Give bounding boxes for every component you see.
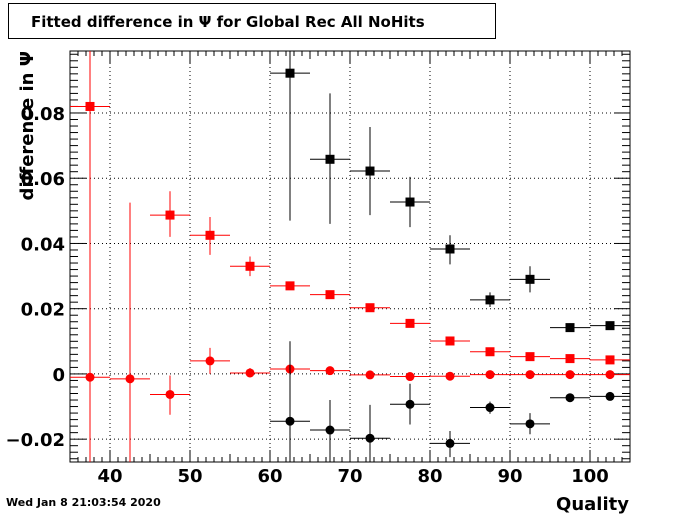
- data-point-circle: [325, 425, 335, 435]
- y-tick-label: 0.04: [21, 234, 65, 255]
- data-point-square: [525, 352, 535, 362]
- x-tick-label: 50: [177, 466, 202, 487]
- x-tick-label: 70: [337, 466, 362, 487]
- data-point-circle: [85, 372, 95, 382]
- data-point-circle: [405, 372, 415, 382]
- y-tick-label: 0.02: [21, 300, 65, 321]
- x-tick-label: 80: [417, 466, 442, 487]
- y-tick-label: 0.08: [21, 104, 65, 125]
- data-point-circle: [165, 389, 175, 399]
- series-1: [70, 51, 630, 462]
- data-point-circle: [205, 356, 215, 366]
- data-point-square: [285, 281, 295, 291]
- series-2: [270, 51, 630, 333]
- y-tick-label: 0: [52, 365, 65, 386]
- data-point-square: [245, 261, 255, 271]
- data-point-circle: [565, 393, 575, 403]
- data-point-square: [365, 166, 375, 176]
- x-tick-label: 60: [257, 466, 282, 487]
- data-point-square: [445, 244, 455, 254]
- data-point-square: [565, 323, 575, 333]
- chart-title: Fitted difference in Ψ for Global Rec Al…: [31, 13, 425, 31]
- data-point-square: [165, 210, 175, 220]
- data-point-circle: [285, 416, 295, 426]
- data-point-square: [365, 303, 375, 313]
- data-point-square: [605, 321, 615, 331]
- data-point-circle: [605, 370, 615, 380]
- y-axis-label: difference in Ψ: [17, 51, 38, 200]
- data-point-circle: [485, 370, 495, 380]
- data-point-square: [485, 295, 495, 305]
- y-tick-label: −0.02: [6, 430, 66, 451]
- title-box: Fitted difference in Ψ for Global Rec Al…: [8, 3, 496, 39]
- series-3: [270, 341, 630, 462]
- x-tick-label: 90: [497, 466, 522, 487]
- data-point-circle: [125, 374, 135, 384]
- x-axis-label: Quality: [556, 494, 629, 514]
- data-point-square: [205, 230, 215, 240]
- data-point-circle: [485, 403, 495, 413]
- y-tick-label: 0.06: [21, 169, 65, 190]
- data-point-square: [525, 274, 535, 284]
- data-point-circle: [525, 370, 535, 380]
- data-point-circle: [605, 391, 615, 401]
- data-point-square: [325, 290, 335, 300]
- data-point-circle: [245, 368, 255, 378]
- data-point-circle: [325, 366, 335, 376]
- data-point-circle: [405, 399, 415, 409]
- x-tick-label: 40: [97, 466, 122, 487]
- x-tick-label: 100: [571, 466, 609, 487]
- data-point-square: [405, 318, 415, 328]
- data-point-square: [485, 347, 495, 357]
- data-point-square: [325, 154, 335, 164]
- data-point-circle: [445, 371, 455, 381]
- data-point-circle: [365, 370, 375, 380]
- data-point-square: [285, 68, 295, 78]
- data-point-square: [445, 336, 455, 346]
- data-point-circle: [445, 438, 455, 448]
- data-point-square: [605, 355, 615, 365]
- data-point-circle: [565, 370, 575, 380]
- data-point-circle: [365, 433, 375, 443]
- data-point-square: [565, 354, 575, 364]
- data-point-square: [405, 197, 415, 207]
- data-point-circle: [525, 419, 535, 429]
- timestamp: Wed Jan 8 21:03:54 2020: [6, 496, 161, 509]
